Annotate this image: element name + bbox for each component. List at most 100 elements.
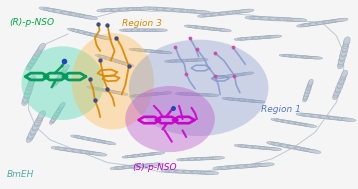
Ellipse shape xyxy=(212,76,222,79)
Ellipse shape xyxy=(54,78,61,84)
Ellipse shape xyxy=(156,7,173,11)
Ellipse shape xyxy=(190,10,205,13)
Ellipse shape xyxy=(190,26,203,29)
Ellipse shape xyxy=(189,171,202,174)
Ellipse shape xyxy=(35,48,42,56)
Ellipse shape xyxy=(245,146,255,148)
Ellipse shape xyxy=(158,92,169,94)
Ellipse shape xyxy=(303,96,308,102)
Ellipse shape xyxy=(245,16,260,19)
Ellipse shape xyxy=(316,20,332,24)
Ellipse shape xyxy=(97,88,110,92)
Ellipse shape xyxy=(290,55,303,58)
Ellipse shape xyxy=(217,75,229,78)
Ellipse shape xyxy=(143,29,153,31)
Ellipse shape xyxy=(121,62,131,66)
Ellipse shape xyxy=(181,59,194,62)
Ellipse shape xyxy=(139,7,154,10)
Ellipse shape xyxy=(337,61,343,69)
Text: Region 3: Region 3 xyxy=(122,19,161,28)
Ellipse shape xyxy=(212,12,228,16)
Ellipse shape xyxy=(53,81,58,86)
Ellipse shape xyxy=(30,55,38,63)
Ellipse shape xyxy=(328,19,340,22)
Ellipse shape xyxy=(188,25,199,28)
Ellipse shape xyxy=(149,7,163,10)
Ellipse shape xyxy=(240,72,251,75)
Ellipse shape xyxy=(71,149,83,152)
Ellipse shape xyxy=(145,163,159,166)
Ellipse shape xyxy=(95,139,107,143)
Ellipse shape xyxy=(295,122,308,126)
Ellipse shape xyxy=(136,7,150,10)
Ellipse shape xyxy=(335,87,341,93)
Ellipse shape xyxy=(187,59,199,61)
Ellipse shape xyxy=(232,98,241,101)
Ellipse shape xyxy=(195,157,209,160)
Ellipse shape xyxy=(60,69,67,75)
Ellipse shape xyxy=(125,8,137,11)
Ellipse shape xyxy=(248,100,259,102)
Ellipse shape xyxy=(54,80,59,85)
Ellipse shape xyxy=(187,10,201,13)
Ellipse shape xyxy=(115,92,125,95)
Ellipse shape xyxy=(245,99,257,102)
Ellipse shape xyxy=(322,21,333,23)
Ellipse shape xyxy=(127,7,143,11)
Ellipse shape xyxy=(38,111,45,119)
Ellipse shape xyxy=(35,117,43,125)
Ellipse shape xyxy=(204,13,220,17)
Ellipse shape xyxy=(104,57,113,60)
Ellipse shape xyxy=(151,50,164,53)
Ellipse shape xyxy=(238,38,249,40)
Ellipse shape xyxy=(129,165,140,168)
Ellipse shape xyxy=(305,87,311,93)
Ellipse shape xyxy=(261,17,278,21)
Ellipse shape xyxy=(340,47,348,56)
Ellipse shape xyxy=(145,93,158,96)
Ellipse shape xyxy=(210,13,222,16)
Ellipse shape xyxy=(233,98,246,101)
Ellipse shape xyxy=(180,93,193,95)
Ellipse shape xyxy=(341,51,346,57)
Ellipse shape xyxy=(118,61,129,65)
Ellipse shape xyxy=(160,92,172,94)
Ellipse shape xyxy=(53,115,57,119)
Ellipse shape xyxy=(97,9,111,12)
Ellipse shape xyxy=(259,147,272,150)
Ellipse shape xyxy=(200,171,214,174)
Ellipse shape xyxy=(30,58,36,64)
Ellipse shape xyxy=(295,56,304,58)
Ellipse shape xyxy=(110,59,122,63)
Ellipse shape xyxy=(284,18,297,21)
Ellipse shape xyxy=(176,170,192,174)
Ellipse shape xyxy=(194,158,204,160)
Ellipse shape xyxy=(289,55,298,57)
Ellipse shape xyxy=(337,80,344,88)
Ellipse shape xyxy=(306,84,312,90)
Ellipse shape xyxy=(161,170,175,173)
Ellipse shape xyxy=(300,56,310,58)
Ellipse shape xyxy=(73,149,89,153)
Ellipse shape xyxy=(63,66,68,72)
Ellipse shape xyxy=(338,57,345,65)
Ellipse shape xyxy=(67,28,79,32)
Ellipse shape xyxy=(341,73,347,79)
Ellipse shape xyxy=(171,9,183,12)
Ellipse shape xyxy=(27,82,34,90)
Ellipse shape xyxy=(274,119,285,122)
Ellipse shape xyxy=(33,55,38,60)
Ellipse shape xyxy=(30,125,38,134)
Ellipse shape xyxy=(100,56,111,60)
Ellipse shape xyxy=(253,100,265,103)
Ellipse shape xyxy=(122,166,133,168)
Ellipse shape xyxy=(96,88,105,91)
Ellipse shape xyxy=(137,164,152,167)
Ellipse shape xyxy=(98,55,108,59)
Ellipse shape xyxy=(98,140,109,143)
Ellipse shape xyxy=(145,50,153,52)
Ellipse shape xyxy=(235,165,247,168)
Ellipse shape xyxy=(164,8,182,12)
Ellipse shape xyxy=(134,94,146,97)
Ellipse shape xyxy=(202,94,212,96)
